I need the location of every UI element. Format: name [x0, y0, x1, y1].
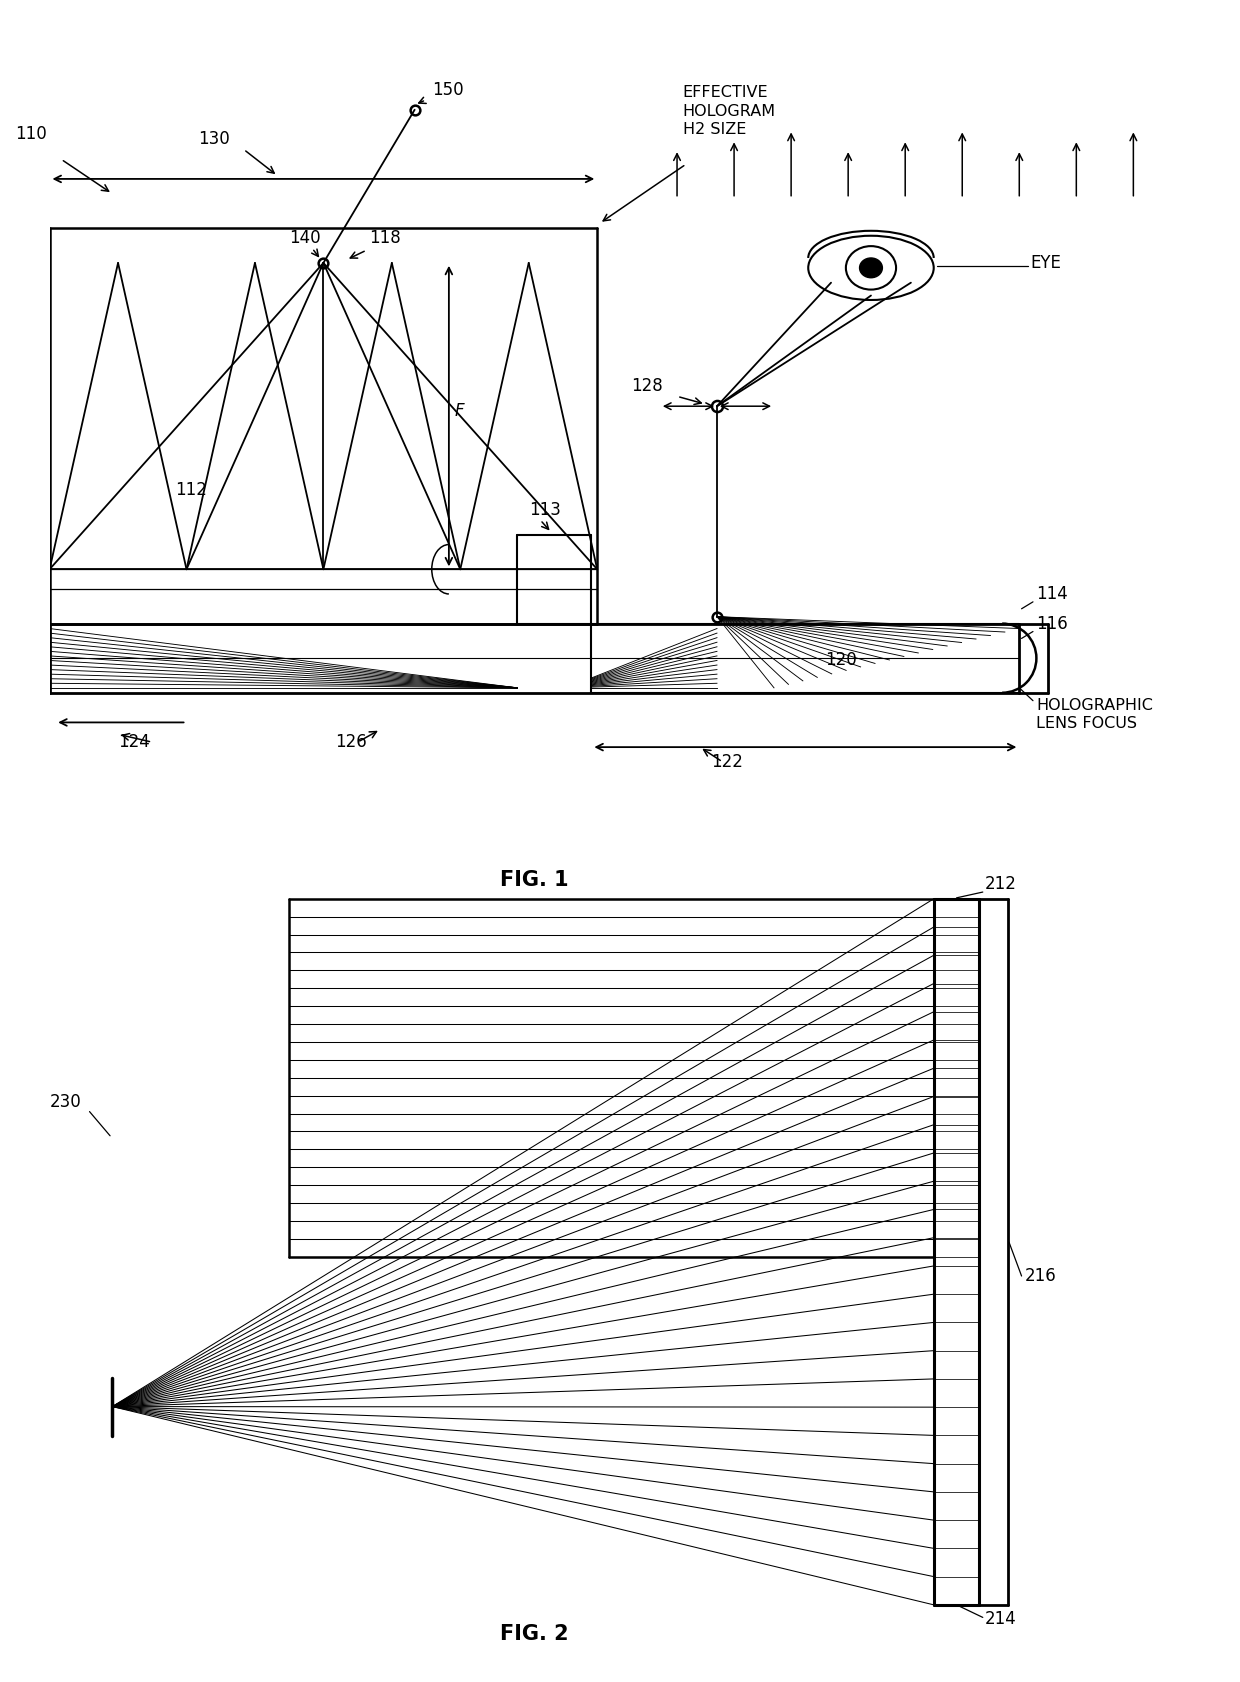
Text: 150: 150: [432, 81, 464, 99]
Text: 128: 128: [631, 377, 663, 395]
Text: 230: 230: [50, 1093, 82, 1110]
Text: 118: 118: [370, 229, 401, 247]
Text: 216: 216: [1025, 1267, 1056, 1285]
Text: 212: 212: [985, 875, 1017, 893]
Text: EYE: EYE: [1030, 254, 1061, 272]
Text: 116: 116: [1037, 614, 1068, 632]
Text: 113: 113: [528, 501, 560, 520]
Text: 120: 120: [826, 651, 857, 669]
Text: EFFECTIVE
HOLOGRAM
H2 SIZE: EFFECTIVE HOLOGRAM H2 SIZE: [683, 86, 776, 138]
Text: 124: 124: [118, 733, 150, 752]
Circle shape: [859, 257, 883, 278]
Text: F: F: [455, 402, 464, 420]
Text: 114: 114: [1037, 585, 1068, 602]
Text: HOLOGRAPHIC
LENS FOCUS: HOLOGRAPHIC LENS FOCUS: [1037, 698, 1153, 732]
Text: 122: 122: [712, 754, 743, 770]
Text: 126: 126: [335, 733, 367, 752]
Text: 112: 112: [175, 481, 207, 500]
Text: FIG. 1: FIG. 1: [500, 870, 569, 890]
Text: 130: 130: [198, 130, 229, 148]
Text: 110: 110: [15, 126, 47, 143]
Text: 214: 214: [985, 1610, 1017, 1628]
Text: 140: 140: [289, 229, 321, 247]
Text: FIG. 2: FIG. 2: [500, 1623, 569, 1643]
